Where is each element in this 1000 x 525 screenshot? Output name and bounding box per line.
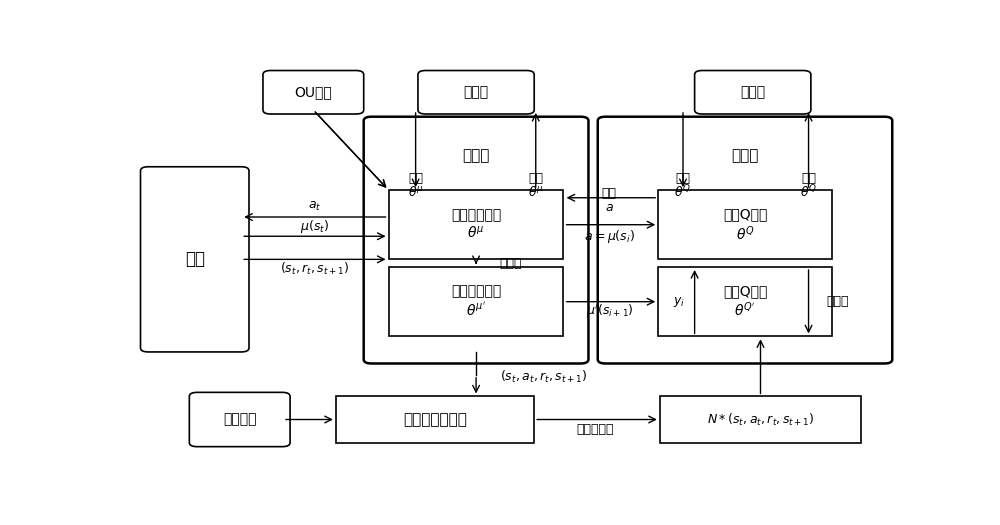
Text: 软更新: 软更新: [827, 295, 849, 308]
Text: 目标Q网络
$\theta^{Q'}$: 目标Q网络 $\theta^{Q'}$: [723, 285, 767, 319]
FancyBboxPatch shape: [695, 70, 811, 114]
FancyBboxPatch shape: [336, 396, 534, 443]
Text: 优化器: 优化器: [740, 85, 765, 99]
Text: $\theta^\mu$: $\theta^\mu$: [528, 185, 544, 200]
FancyBboxPatch shape: [389, 267, 563, 337]
Text: $a=\mu(s_i)$: $a=\mu(s_i)$: [584, 228, 635, 245]
Text: 优化器: 优化器: [464, 85, 489, 99]
Text: $\mu'(s_{i+1})$: $\mu'(s_{i+1})$: [586, 303, 633, 320]
Text: 在线Q网络
$\theta^Q$: 在线Q网络 $\theta^Q$: [723, 207, 767, 243]
Text: 采样策略: 采样策略: [223, 413, 256, 426]
Text: OU噪声: OU噪声: [294, 85, 332, 99]
Text: 梯度: 梯度: [602, 187, 617, 201]
Text: $N * (s_t, a_t, r_t, s_{t+1})$: $N * (s_t, a_t, r_t, s_{t+1})$: [707, 412, 814, 427]
Text: $\mu(s_t)$: $\mu(s_t)$: [300, 218, 329, 235]
Text: $a$: $a$: [605, 201, 614, 214]
Text: 软更新: 软更新: [500, 257, 522, 270]
FancyBboxPatch shape: [418, 70, 534, 114]
Text: 更新: 更新: [408, 172, 423, 185]
Text: 梯度: 梯度: [528, 172, 543, 185]
Text: $\theta^Q$: $\theta^Q$: [674, 184, 692, 201]
Text: 在线策略网络
$\theta^\mu$: 在线策略网络 $\theta^\mu$: [451, 208, 501, 241]
FancyBboxPatch shape: [189, 392, 290, 447]
Text: 更新: 更新: [676, 172, 690, 185]
FancyBboxPatch shape: [263, 70, 364, 114]
FancyBboxPatch shape: [598, 117, 892, 363]
FancyBboxPatch shape: [658, 267, 832, 337]
Text: $a_t$: $a_t$: [308, 200, 322, 213]
Text: 评论者: 评论者: [731, 148, 759, 163]
Text: $(s_t,r_t,s_{t+1})$: $(s_t,r_t,s_{t+1})$: [280, 261, 350, 277]
Text: 目标策略网络
$\theta^{\mu'}$: 目标策略网络 $\theta^{\mu'}$: [451, 285, 501, 319]
Text: $\theta^Q$: $\theta^Q$: [800, 184, 817, 201]
Text: 经验回放记忆区: 经验回放记忆区: [403, 412, 467, 427]
Text: 执行者: 执行者: [462, 148, 490, 163]
Text: $\theta^\mu$: $\theta^\mu$: [408, 185, 424, 200]
FancyBboxPatch shape: [660, 396, 861, 443]
FancyBboxPatch shape: [364, 117, 588, 363]
FancyBboxPatch shape: [658, 190, 832, 259]
FancyBboxPatch shape: [140, 167, 249, 352]
Text: $y_i$: $y_i$: [673, 295, 685, 309]
FancyBboxPatch shape: [389, 190, 563, 259]
Text: 小批量样本: 小批量样本: [577, 423, 614, 436]
Text: 环境: 环境: [185, 250, 205, 268]
Text: $(s_t,a_t,r_t,s_{t+1})$: $(s_t,a_t,r_t,s_{t+1})$: [500, 369, 587, 385]
Text: 梯度: 梯度: [801, 172, 816, 185]
